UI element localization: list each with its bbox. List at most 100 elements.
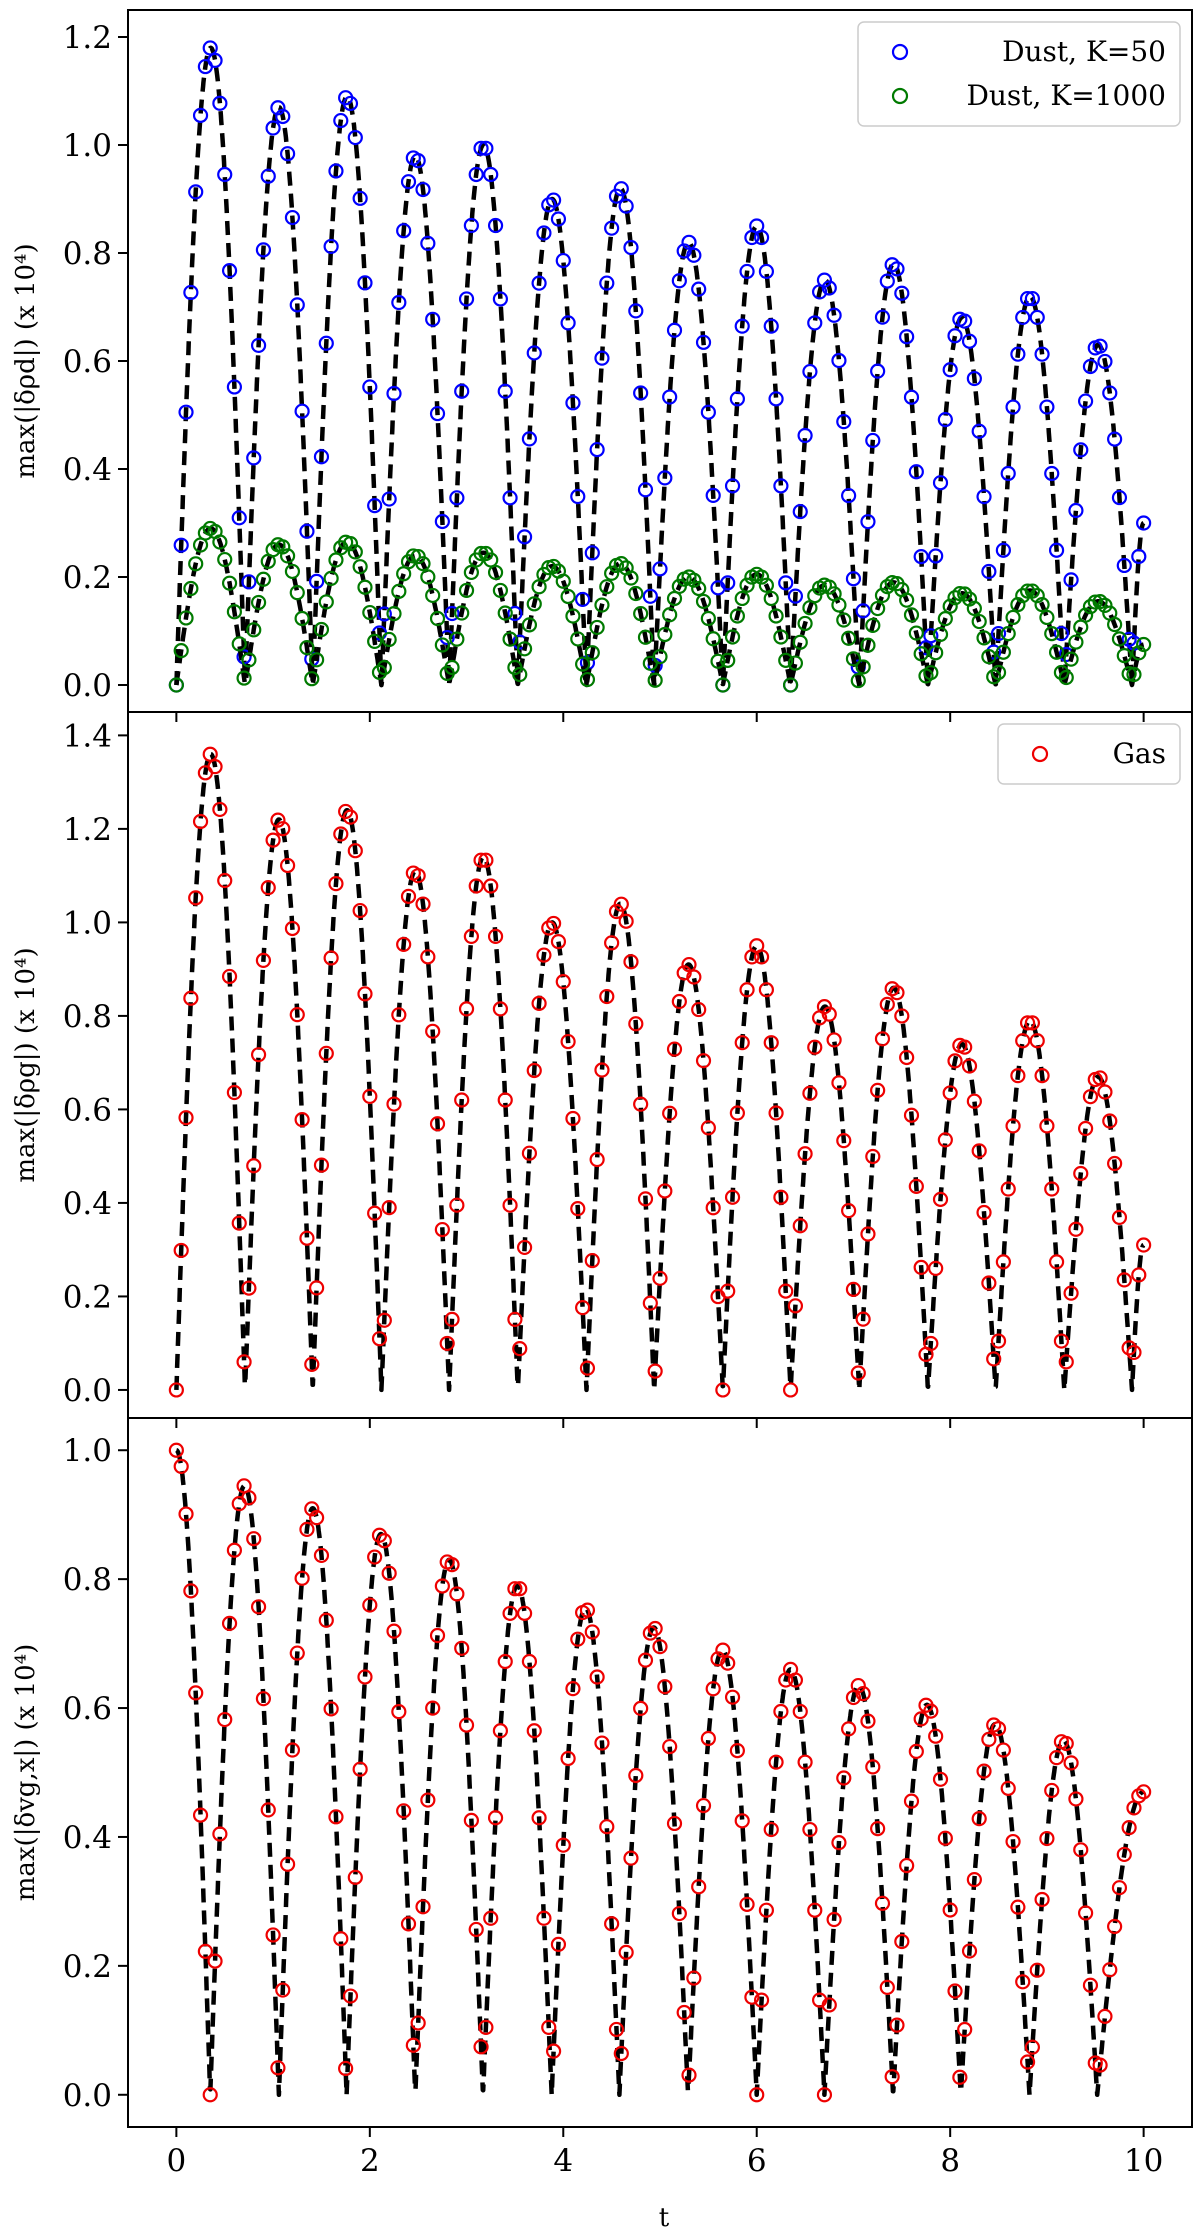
data-point xyxy=(579,1602,596,1618)
data-point xyxy=(183,284,199,301)
data-point xyxy=(821,280,837,296)
data-point xyxy=(483,552,499,568)
y-tick-label: 1.2 xyxy=(63,812,112,848)
data-point xyxy=(188,1685,204,1701)
data-point xyxy=(1024,290,1041,307)
data-point xyxy=(686,969,702,985)
data-point xyxy=(797,1146,813,1162)
data-point xyxy=(236,1354,252,1370)
data-point xyxy=(787,588,804,604)
data-point xyxy=(260,1802,276,1818)
data-point xyxy=(207,759,223,775)
data-point xyxy=(792,634,808,650)
data-point xyxy=(570,631,586,647)
data-point xyxy=(986,1351,1002,1367)
data-point xyxy=(594,1062,610,1078)
data-point xyxy=(932,1191,949,1207)
data-point xyxy=(816,999,833,1015)
data-point xyxy=(1010,1068,1026,1084)
data-point xyxy=(599,1819,615,1835)
data-point xyxy=(1136,1784,1152,1800)
data-point xyxy=(923,1703,939,1719)
data-point xyxy=(1010,596,1026,613)
data-point xyxy=(289,1007,305,1023)
data-point xyxy=(487,928,504,945)
data-point xyxy=(841,1203,857,1219)
data-point xyxy=(782,677,799,693)
data-point xyxy=(231,636,247,652)
data-point xyxy=(744,1989,760,2005)
data-point xyxy=(623,1850,639,1866)
data-point xyxy=(763,590,779,607)
data-point xyxy=(487,564,504,581)
data-point xyxy=(1068,1221,1084,1237)
y-tick-label: 0.0 xyxy=(63,2078,112,2114)
data-point xyxy=(1068,1791,1084,1807)
data-point xyxy=(821,1997,837,2013)
data-point xyxy=(425,1700,441,1716)
data-point xyxy=(178,404,194,420)
data-point xyxy=(207,52,223,68)
data-point xyxy=(502,1197,518,1213)
data-point xyxy=(932,1771,949,1787)
data-point xyxy=(497,1653,513,1670)
data-point xyxy=(773,629,789,645)
data-point xyxy=(1126,666,1142,683)
data-point xyxy=(971,1143,987,1159)
data-point xyxy=(1068,502,1084,519)
data-point xyxy=(768,391,784,407)
x-axis-label: t xyxy=(659,2203,670,2231)
data-point xyxy=(768,1754,784,1770)
y-tick-label: 0.4 xyxy=(63,452,112,488)
data-point xyxy=(575,1300,591,1316)
data-point xyxy=(212,1826,228,1842)
data-point xyxy=(836,1133,852,1149)
data-point xyxy=(961,333,978,349)
y-tick-label: 0.2 xyxy=(63,1949,112,1985)
data-point xyxy=(246,622,262,638)
data-point xyxy=(773,478,789,494)
data-point xyxy=(352,1761,368,1777)
data-point xyxy=(802,363,818,380)
data-point xyxy=(855,603,871,619)
data-point xyxy=(444,605,460,622)
data-point xyxy=(579,671,596,688)
data-point xyxy=(816,272,833,288)
data-point xyxy=(637,1191,654,1207)
data-point xyxy=(966,370,982,387)
data-point xyxy=(1000,1181,1016,1197)
data-point xyxy=(318,335,334,351)
data-point xyxy=(342,809,359,825)
data-point xyxy=(1092,2057,1108,2073)
data-point xyxy=(226,379,242,395)
data-point xyxy=(265,120,281,136)
data-point xyxy=(483,166,499,183)
data-point xyxy=(860,514,876,530)
data-point xyxy=(966,1871,982,1888)
data-point xyxy=(289,585,305,601)
data-point xyxy=(763,318,779,334)
data-point xyxy=(947,590,963,606)
data-point xyxy=(899,592,915,608)
data-point xyxy=(396,1803,412,1819)
data-point xyxy=(879,1979,895,1995)
data-point xyxy=(1005,1118,1021,1134)
data-point xyxy=(995,1254,1011,1270)
data-point xyxy=(807,1039,823,1055)
data-point xyxy=(376,1533,392,1549)
data-point xyxy=(700,1730,716,1747)
data-point xyxy=(502,1605,518,1621)
data-point xyxy=(1048,1750,1065,1766)
data-point xyxy=(473,2039,489,2055)
data-point xyxy=(782,1382,799,1398)
data-point xyxy=(386,1623,402,1639)
data-point xyxy=(429,1627,446,1644)
data-point xyxy=(323,238,339,255)
data-point xyxy=(589,1151,605,1168)
data-point xyxy=(386,1096,402,1112)
data-point xyxy=(734,1035,750,1051)
data-point xyxy=(270,2060,286,2076)
y-tick-label: 0.8 xyxy=(63,236,112,272)
data-point xyxy=(304,671,320,687)
data-point xyxy=(212,801,228,818)
